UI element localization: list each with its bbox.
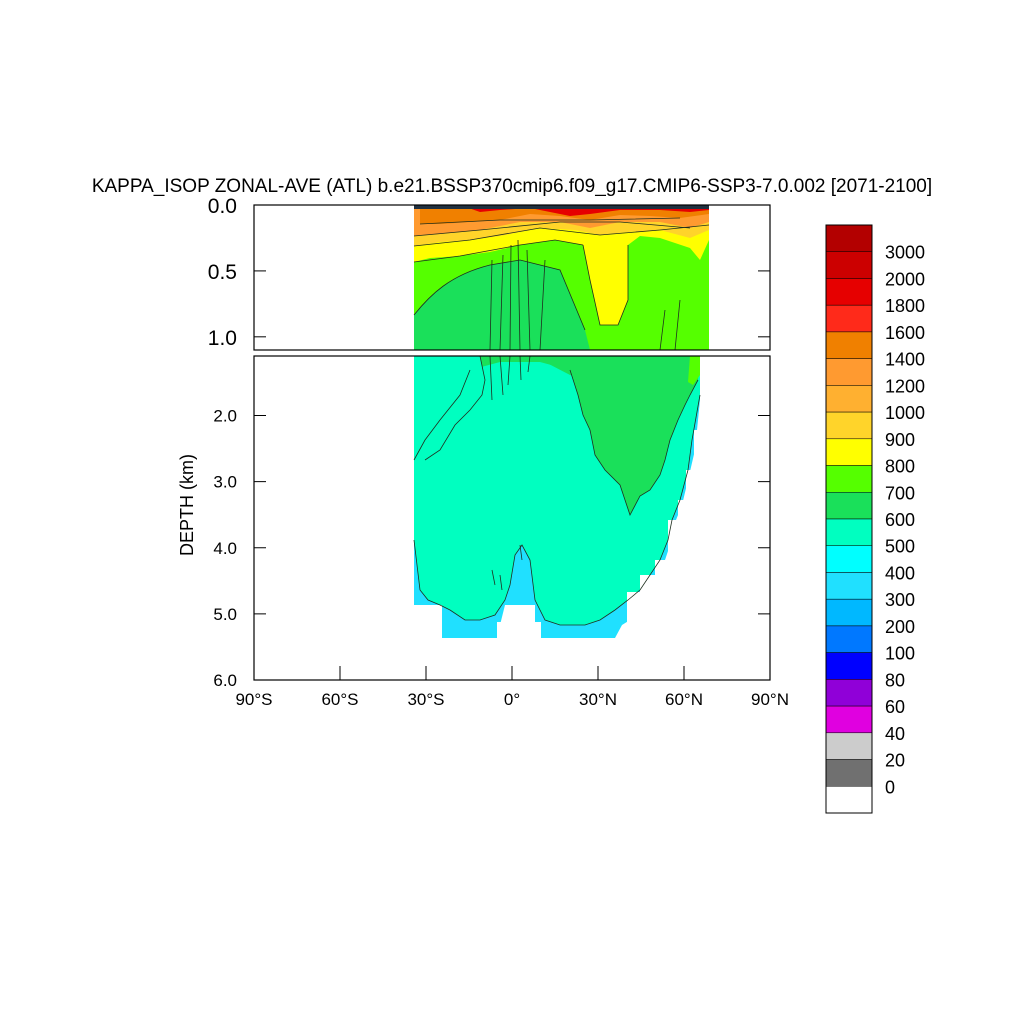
y-tick-label-upper: 0.0: [208, 195, 237, 218]
colorbar-label: 40: [885, 724, 905, 744]
colorbar-label: 60: [885, 697, 905, 717]
colorbar-swatch: [825, 759, 873, 787]
colorbar-label: 300: [885, 590, 915, 610]
y-tick-label-lower: 2.0: [213, 407, 237, 426]
colorbar-swatch: [825, 652, 873, 680]
colorbar-label: 1800: [885, 296, 925, 316]
x-tick-label: 60°S: [321, 690, 358, 709]
colorbar-label: 900: [885, 430, 915, 450]
y-tick-label-lower: 6.0: [213, 671, 237, 690]
colorbar-swatch: [825, 331, 873, 359]
x-tick-label: 90°S: [235, 690, 272, 709]
colorbar-swatch: [825, 251, 873, 279]
region-mint-west-intrusion: [414, 356, 485, 465]
y-tick-label-upper: 0.5: [208, 261, 237, 284]
colorbar-frame: [825, 224, 873, 814]
colorbar-label: 0: [885, 777, 895, 797]
colorbar-swatch: [825, 304, 873, 333]
region-green-intermediate-upper: [414, 260, 590, 350]
upper-panel-frame: [253, 204, 771, 351]
x-tick-label: 30°S: [407, 690, 444, 709]
x-tick-label: 30°N: [579, 690, 617, 709]
x-tick-label: 90°N: [751, 690, 789, 709]
colorbar-swatch: [825, 465, 873, 493]
region-bright-green-lower: [688, 356, 700, 385]
colorbar-label: 100: [885, 644, 915, 664]
colorbar-label: 700: [885, 483, 915, 503]
colorbar-label: 80: [885, 670, 905, 690]
colorbar-label: 400: [885, 563, 915, 583]
colorbar: 3000200018001600140012001000900800700600…: [825, 224, 925, 814]
colorbar-swatch: [825, 385, 873, 413]
colorbar-swatch: [825, 411, 873, 440]
y-axis-title: DEPTH (km): [177, 454, 197, 556]
colorbar-swatch: [825, 278, 873, 306]
colorbar-label: 800: [885, 457, 915, 477]
x-tick-label: 0°: [504, 690, 520, 709]
colorbar-swatch: [825, 518, 873, 546]
colorbar-label: 1000: [885, 403, 925, 423]
colorbar-label: 200: [885, 617, 915, 637]
colorbar-swatch: [825, 679, 873, 707]
colorbar-swatch: [825, 224, 873, 252]
colorbar-swatch: [825, 545, 873, 573]
colorbar-label: 3000: [885, 243, 925, 263]
colorbar-swatch: [825, 786, 873, 814]
mask-bathymetry-2: [497, 622, 541, 642]
upper-panel-field: [413, 205, 710, 350]
colorbar-swatch: [825, 572, 873, 600]
colorbar-swatch: [825, 598, 873, 627]
colorbar-label: 1600: [885, 323, 925, 343]
region-dark-surface: [414, 205, 709, 209]
x-tick-label: 60°N: [665, 690, 703, 709]
mask-north-boundary: [627, 356, 770, 680]
region-green-intermediate: [414, 356, 700, 515]
lower-panel-field: [413, 356, 770, 680]
colorbar-label: 600: [885, 510, 915, 530]
mask-bathymetry-1: [414, 605, 442, 638]
colorbar-label: 500: [885, 537, 915, 557]
colorbar-swatch: [825, 492, 873, 520]
colorbar-swatch: [825, 705, 873, 734]
y-tick-label-lower: 3.0: [213, 473, 237, 492]
colorbar-label: 1200: [885, 376, 925, 396]
colorbar-label: 2000: [885, 269, 925, 289]
colorbar-swatch: [825, 438, 873, 466]
y-tick-label-lower: 4.0: [213, 539, 237, 558]
lower-contour-lines: [413, 356, 701, 626]
y-tick-label-lower: 5.0: [213, 605, 237, 624]
colorbar-swatch: [825, 358, 873, 386]
colorbar-swatch: [825, 625, 873, 653]
chart-title: KAPPA_ISOP ZONAL-AVE (ATL) b.e21.BSSP370…: [92, 176, 932, 197]
upper-contour-lines: [413, 217, 710, 350]
colorbar-label: 20: [885, 751, 905, 771]
y-tick-label-upper: 1.0: [208, 327, 237, 350]
axis-tick-labels: 90°S 60°S 30°S 0° 30°N 60°N 90°N 0.0 0.5 1.0 2.0 3.…: [208, 195, 789, 709]
colorbar-swatch: [825, 732, 873, 760]
axis-ticks: [253, 204, 771, 681]
colorbar-label: 1400: [885, 350, 925, 370]
